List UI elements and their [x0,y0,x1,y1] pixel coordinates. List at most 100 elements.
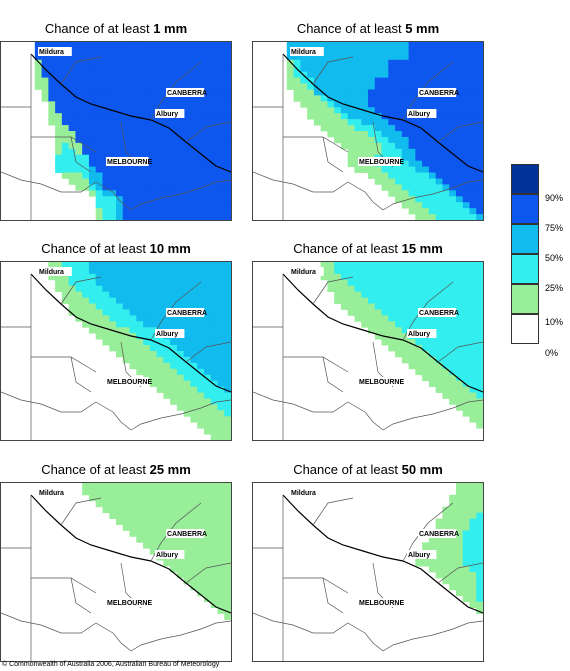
probability-cell [170,77,178,84]
probability-cell [55,273,63,281]
probability-cell [190,190,198,197]
probability-cell [408,315,416,322]
probability-cell [435,42,443,49]
probability-cell [224,101,231,108]
probability-cell [217,607,225,614]
legend-swatch-25 [511,254,539,284]
probability-cell [476,119,483,126]
probability-cell [197,512,205,519]
probability-cell [163,374,171,382]
probability-cell [61,131,70,138]
probability-cell [129,488,137,496]
probability-cell [82,184,90,191]
probability-cell [170,374,178,382]
probability-cell [149,309,157,316]
district-line [437,121,483,143]
probability-cell [102,59,110,67]
probability-cell [163,101,171,108]
probability-cell [217,410,225,417]
probability-cell [469,506,477,514]
probability-cell [34,59,42,67]
probability-cell [435,190,443,197]
probability-cell [449,101,457,108]
probability-cell [149,518,157,525]
probability-cell [156,368,164,376]
probability-cell [109,59,117,67]
probability-cell [82,488,90,496]
probability-cell [361,297,369,304]
probability-cell [327,262,335,269]
probability-cell [381,59,389,67]
probability-cell [197,53,205,61]
probability-cell [88,83,97,90]
probability-cell [374,303,382,310]
probability-cell [197,291,205,298]
probability-cell [210,154,218,162]
probability-cell [109,95,117,102]
probability-cell [190,71,198,78]
probability-cell [102,285,110,293]
probability-cell [286,65,294,73]
probability-cell [129,518,137,525]
probability-cell [307,83,315,90]
probability-cell [422,59,430,67]
probability-cell [455,524,464,531]
probability-cell [55,166,63,173]
probability-cell [197,560,205,567]
probability-cell [455,273,464,281]
probability-cell [401,53,409,61]
probability-cell [55,113,63,120]
probability-cell [224,560,231,567]
probability-cell [203,488,212,496]
probability-cell [395,345,403,352]
probability-cell [340,77,349,84]
probability-cell [428,131,437,138]
probability-cell [163,321,171,328]
probability-cell [320,71,328,78]
probability-cell [170,262,178,269]
city-label-melbourne: MELBOURNE [359,600,404,607]
probability-cell [109,285,117,293]
probability-cell [462,95,470,102]
probability-cell [327,267,335,275]
probability-cell [95,309,103,316]
probability-cell [449,303,457,310]
probability-cell [210,196,218,203]
probability-cell [143,297,151,304]
probability-cell [197,572,205,579]
probability-cell [143,107,151,114]
probability-cell [224,148,231,156]
probability-cell [102,113,110,120]
probability-cell [449,380,457,387]
probability-cell [354,101,362,108]
probability-cell [408,196,416,203]
probability-cell [469,136,477,144]
probability-cell [224,410,231,417]
probability-cell [469,554,477,561]
probability-cell [476,65,483,73]
probability-cell [122,488,130,496]
probability-cell [354,285,362,293]
probability-cell [368,89,376,96]
probability-cell [388,184,396,191]
probability-cell [361,136,369,144]
probability-cell [68,53,76,61]
probability-cell [442,95,450,102]
probability-cell [469,113,477,120]
probability-cell [55,83,63,90]
probability-cell [469,404,477,411]
probability-cell [395,148,403,156]
probability-cell [217,356,225,364]
probability-cell [210,560,218,567]
probability-cell [320,77,328,84]
probability-cell [428,136,437,144]
probability-cell [422,166,430,173]
probability-cell [136,178,144,185]
probability-cell [203,530,212,537]
probability-cell [170,178,178,185]
probability-cell [176,303,185,310]
city-label-mildura: Mildura [39,269,64,276]
probability-cell [313,113,322,120]
probability-cell [176,536,185,543]
title-prefix: Chance of at least [41,462,150,477]
